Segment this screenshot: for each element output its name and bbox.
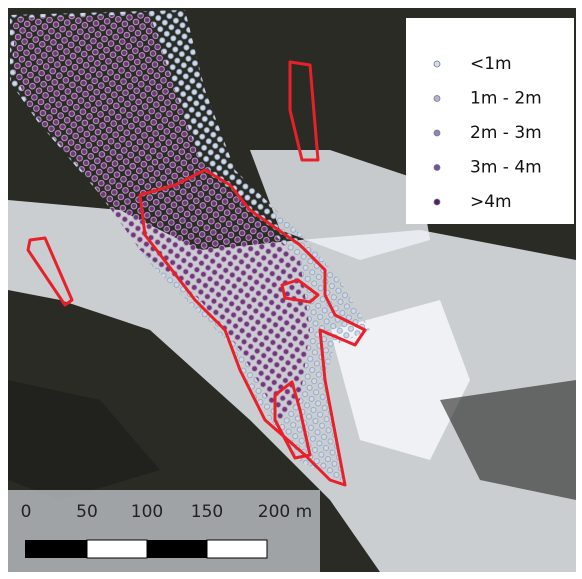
legend-label: 2m - 3m xyxy=(470,123,542,143)
legend-dot xyxy=(434,96,440,102)
scale-label: 0 xyxy=(21,502,32,522)
scale-segment xyxy=(207,540,267,558)
scale-segment xyxy=(147,540,207,558)
legend-label: <1m xyxy=(470,54,512,74)
scale-bar: 0 50 100 150 200 m xyxy=(8,490,320,572)
scale-label: 100 xyxy=(131,502,163,522)
scale-label: 50 xyxy=(76,502,98,522)
legend-label: >4m xyxy=(470,192,512,212)
legend-dot xyxy=(434,61,440,67)
scale-label: 150 xyxy=(191,502,223,522)
legend-dot xyxy=(434,165,440,171)
legend-label: 3m - 4m xyxy=(470,158,542,178)
scale-segment xyxy=(25,540,87,558)
scale-label: 200 m xyxy=(258,502,312,522)
legend-label: 1m - 2m xyxy=(470,89,542,109)
legend-dot xyxy=(434,199,440,205)
scale-segment xyxy=(87,540,147,558)
legend: <1m 1m - 2m 2m - 3m 3m - 4m >4m xyxy=(406,18,574,224)
map: <1m 1m - 2m 2m - 3m 3m - 4m >4m 0 50 100 150 200… xyxy=(0,0,582,579)
legend-dot xyxy=(434,130,440,136)
